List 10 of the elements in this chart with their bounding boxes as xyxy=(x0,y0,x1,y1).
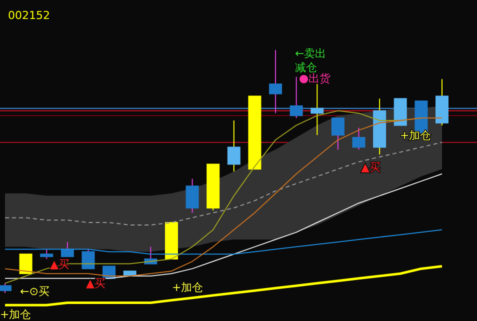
annotation: 减仓 xyxy=(295,61,317,74)
annotation: ←⊙买 xyxy=(20,285,50,298)
annotation: ▲买 xyxy=(361,161,380,174)
annotation: +加仓 xyxy=(0,308,32,321)
chart-title: 002152 xyxy=(8,9,50,22)
annotation: ←卖出 xyxy=(295,47,326,60)
annotation: ▲买 xyxy=(86,277,106,290)
annotation: +加仓 xyxy=(400,129,432,142)
annotation: +加仓 xyxy=(172,281,204,294)
annotation: ●出货 xyxy=(299,72,331,85)
